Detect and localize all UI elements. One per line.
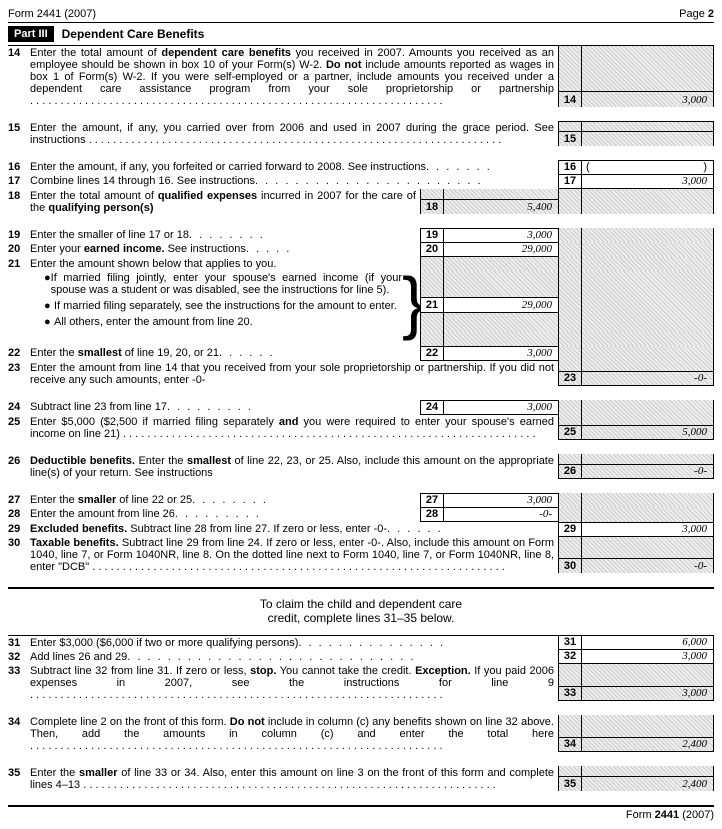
part-badge: Part III <box>8 26 54 42</box>
line-17-value: 3,000 <box>582 174 713 189</box>
line-29: 29 Excluded benefits. Subtract line 28 f… <box>8 522 714 536</box>
line-29-value: 3,000 <box>582 522 713 536</box>
part-title: Dependent Care Benefits <box>62 27 205 41</box>
form-body-2: 31 Enter $3,000 ($6,000 if two or more q… <box>8 635 714 807</box>
line-16-value: () <box>582 160 713 174</box>
form-id: Form 2441 (2007) <box>8 8 96 20</box>
page-header: Form 2441 (2007) Page Page 22 <box>8 8 714 23</box>
line-19: 19 Enter the smaller of line 17 or 18 . … <box>8 228 714 242</box>
line-32-value: 3,000 <box>582 650 713 664</box>
page-footer: Form 2441 (2007) <box>8 807 714 821</box>
form-body: 14 Enter the total amount of dependent c… <box>8 46 714 589</box>
line-31: 31 Enter $3,000 ($6,000 if two or more q… <box>8 636 714 650</box>
line-33-value: 3,000 <box>582 686 713 701</box>
line-25-value: 5,000 <box>582 425 713 440</box>
line-24-value: 3,000 <box>444 400 558 415</box>
line-35-value: 2,400 <box>582 776 713 791</box>
line-20: 20 Enter your earned income. See instruc… <box>8 242 714 257</box>
line-18-value: 5,400 <box>444 199 558 214</box>
line-28-value: -0- <box>444 507 558 522</box>
part-header: Part III Dependent Care Benefits <box>8 23 714 46</box>
line-32: 32 Add lines 26 and 29 . . . . . . . . .… <box>8 650 714 664</box>
line-21-value: 29,000 <box>444 297 558 313</box>
line-22: 22 Enter the smallest of line 19, 20, or… <box>8 346 714 361</box>
page-num: Page Page 22 <box>679 8 714 20</box>
line-16: 16 Enter the amount, if any, you forfeit… <box>8 160 714 174</box>
instruction-text: To claim the child and dependent care cr… <box>8 589 714 635</box>
line-27-value: 3,000 <box>444 493 558 507</box>
line-24: 24 Subtract line 23 from line 17 . . . .… <box>8 400 714 415</box>
line-21: 21 Enter the amount shown below that app… <box>8 257 714 271</box>
line-15-value <box>582 131 713 146</box>
line-27: 27 Enter the smaller of line 22 or 25 . … <box>8 493 714 507</box>
line-28: 28 Enter the amount from line 26 . . . .… <box>8 507 714 522</box>
line-26-value: -0- <box>582 464 713 479</box>
line-19-value: 3,000 <box>444 228 558 242</box>
line-22-value: 3,000 <box>444 346 558 361</box>
line-34-value: 2,400 <box>582 737 713 752</box>
line-23-value: -0- <box>582 371 713 386</box>
line-31-value: 6,000 <box>582 636 713 650</box>
line-20-value: 29,000 <box>444 242 558 257</box>
line-17: 17 Combine lines 14 through 16. See inst… <box>8 174 714 189</box>
line-14-value: 3,000 <box>582 91 713 107</box>
line-30-value: -0- <box>582 558 713 573</box>
